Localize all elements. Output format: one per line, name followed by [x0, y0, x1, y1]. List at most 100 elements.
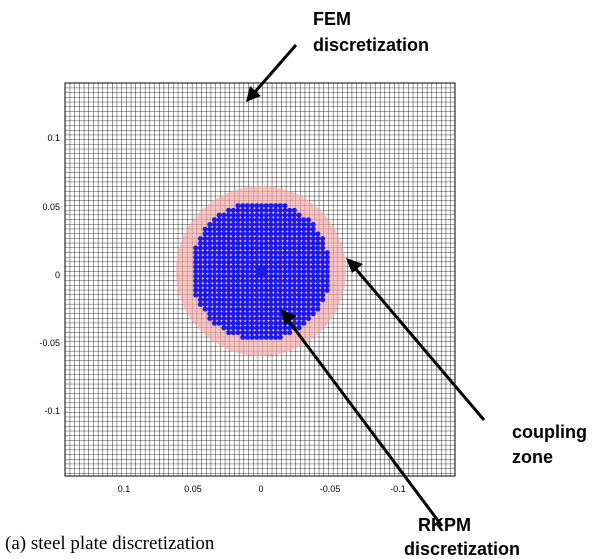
rkpm-node: [320, 293, 325, 298]
rkpm-node: [212, 227, 217, 232]
rkpm-node: [198, 293, 203, 298]
rkpm-node: [268, 250, 273, 255]
rkpm-node: [221, 246, 226, 251]
rkpm-node: [203, 278, 208, 283]
rkpm-node: [217, 311, 222, 316]
rkpm-node: [198, 264, 203, 269]
rkpm-node: [221, 260, 226, 265]
rkpm-node: [240, 288, 245, 293]
rkpm-node: [306, 293, 311, 298]
y-tick-label: 0.05: [42, 202, 60, 212]
rkpm-node: [245, 316, 250, 321]
rkpm-node: [217, 269, 222, 274]
rkpm-node: [301, 231, 306, 236]
rkpm-node: [245, 213, 250, 218]
rkpm-node: [297, 217, 302, 222]
rkpm-node: [264, 283, 269, 288]
rkpm-node: [236, 246, 241, 251]
rkpm-node: [311, 227, 316, 232]
rkpm-node: [231, 278, 236, 283]
rkpm-node: [259, 222, 264, 227]
rkpm-node: [315, 264, 320, 269]
rkpm-node: [301, 217, 306, 222]
rkpm-node: [231, 250, 236, 255]
rkpm-node: [273, 236, 278, 241]
rkpm-node: [283, 260, 288, 265]
rkpm-node: [292, 255, 297, 260]
rkpm-node: [268, 213, 273, 218]
rkpm-node: [198, 288, 203, 293]
rkpm-node: [240, 241, 245, 246]
rkpm-node: [287, 213, 292, 218]
rkpm-node: [240, 274, 245, 279]
rkpm-node: [254, 241, 259, 246]
rkpm-node: [301, 236, 306, 241]
rkpm-node: [273, 278, 278, 283]
rkpm-node: [245, 246, 250, 251]
rkpm-node: [221, 283, 226, 288]
rkpm-node: [311, 236, 316, 241]
rkpm-node: [250, 278, 255, 283]
rkpm-node: [297, 227, 302, 232]
rkpm-node: [236, 222, 241, 227]
rkpm-node: [311, 311, 316, 316]
rkpm-node: [287, 260, 292, 265]
rkpm-node: [268, 274, 273, 279]
rkpm-node: [245, 227, 250, 232]
rkpm-node: [250, 264, 255, 269]
rkpm-node: [283, 222, 288, 227]
rkpm-node: [278, 241, 283, 246]
rkpm-node: [226, 231, 231, 236]
rkpm-node: [259, 325, 264, 330]
rkpm-node: [203, 241, 208, 246]
rkpm-node: [217, 217, 222, 222]
rkpm-node: [268, 255, 273, 260]
rkpm-node: [283, 241, 288, 246]
rkpm-node: [292, 260, 297, 265]
rkpm-node: [203, 250, 208, 255]
rkpm-node: [226, 227, 231, 232]
rkpm-node: [283, 250, 288, 255]
rkpm-node: [301, 302, 306, 307]
rkpm-node: [320, 269, 325, 274]
rkpm-node: [231, 264, 236, 269]
rkpm-node: [259, 246, 264, 251]
rkpm-node: [245, 203, 250, 208]
rkpm-node: [278, 227, 283, 232]
rkpm-node: [226, 246, 231, 251]
rkpm-node: [306, 283, 311, 288]
rkpm-node: [268, 264, 273, 269]
rkpm-node: [221, 302, 226, 307]
rkpm-node: [268, 227, 273, 232]
rkpm-node: [231, 293, 236, 298]
rkpm-node: [212, 236, 217, 241]
rkpm-node: [264, 330, 269, 335]
rkpm-node: [203, 302, 208, 307]
rkpm-node: [311, 246, 316, 251]
rkpm-node: [207, 288, 212, 293]
rkpm-node: [273, 260, 278, 265]
rkpm-node: [292, 307, 297, 312]
rkpm-node: [245, 217, 250, 222]
rkpm-node: [311, 293, 316, 298]
rkpm-node: [278, 274, 283, 279]
rkpm-label-line1: RKPM: [418, 515, 471, 535]
rkpm-node: [273, 231, 278, 236]
rkpm-node: [278, 217, 283, 222]
rkpm-node: [203, 288, 208, 293]
rkpm-node: [240, 335, 245, 340]
rkpm-node: [292, 264, 297, 269]
rkpm-node: [212, 250, 217, 255]
rkpm-node: [254, 227, 259, 232]
rkpm-node: [240, 217, 245, 222]
rkpm-node: [311, 260, 316, 265]
rkpm-node: [203, 264, 208, 269]
rkpm-node: [236, 288, 241, 293]
rkpm-node: [240, 297, 245, 302]
rkpm-node: [203, 255, 208, 260]
rkpm-node: [278, 302, 283, 307]
rkpm-node: [268, 222, 273, 227]
rkpm-node: [259, 203, 264, 208]
rkpm-node: [221, 307, 226, 312]
rkpm-node: [264, 231, 269, 236]
